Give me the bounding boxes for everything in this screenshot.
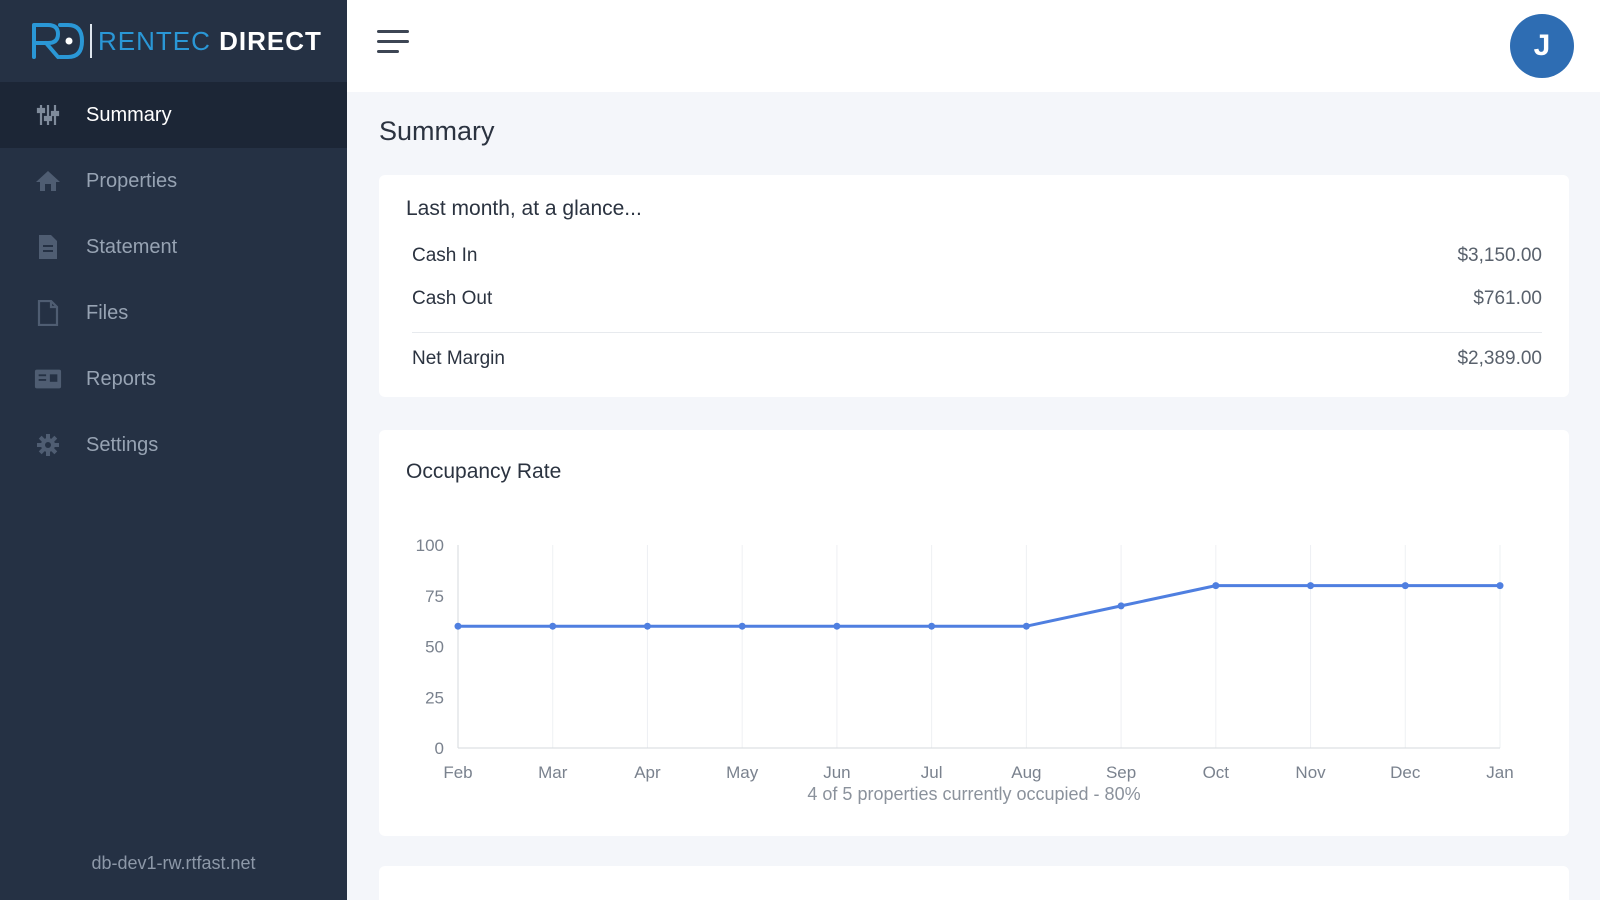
glance-divider <box>412 332 1542 333</box>
glance-value: $3,150.00 <box>1457 245 1542 266</box>
x-tick-label: Jul <box>921 763 943 782</box>
hamburger-menu-icon[interactable] <box>377 30 411 60</box>
data-point <box>928 622 936 630</box>
sidebar-item-settings[interactable]: Settings <box>0 412 347 478</box>
glance-value: $761.00 <box>1473 288 1542 309</box>
glance-row-net-margin: Net Margin $2,389.00 <box>412 348 1542 370</box>
x-tick-label: Jan <box>1486 763 1513 782</box>
occupancy-caption: 4 of 5 properties currently occupied - 8… <box>807 784 1141 804</box>
data-point <box>1117 602 1125 610</box>
brand-part1: RENTEC <box>98 25 211 56</box>
occupancy-series-line <box>458 584 1500 628</box>
x-tick-label: Apr <box>634 763 661 782</box>
sidebar-item-label: Statement <box>86 235 178 258</box>
data-point <box>643 622 651 630</box>
page-title: Summary <box>379 116 495 146</box>
y-tick-label: 25 <box>425 688 444 707</box>
data-point <box>1212 582 1220 590</box>
sidebar-item-label: Files <box>86 301 129 324</box>
user-avatar[interactable]: J <box>1510 14 1574 78</box>
sidebar: RENTEC DIRECT Summary Properties Statem <box>0 0 347 900</box>
occupancy-card: Occupancy Rate 0 25 50 75 100 Feb Mar Apr May Jun… <box>379 430 1569 836</box>
occupancy-title: Occupancy Rate <box>406 460 562 483</box>
brand-logo[interactable]: RENTEC DIRECT <box>0 0 347 82</box>
y-tick-label: 0 <box>435 739 444 758</box>
data-point <box>1307 582 1315 590</box>
sidebar-nav: Summary Properties Statement Files Repor… <box>0 82 347 478</box>
sidebar-item-summary[interactable]: Summary <box>0 82 347 148</box>
gear-icon <box>34 431 62 459</box>
data-point <box>549 622 557 630</box>
brand-wordmark: RENTEC DIRECT <box>98 26 322 57</box>
x-tick-label: Oct <box>1203 763 1230 782</box>
x-tick-label: May <box>726 763 759 782</box>
data-point <box>1022 622 1030 630</box>
data-point <box>454 622 462 630</box>
next-card <box>379 866 1569 900</box>
y-tick-label: 75 <box>425 587 444 606</box>
data-point <box>1496 582 1504 590</box>
y-tick-label: 100 <box>416 536 444 555</box>
brand-part2: DIRECT <box>219 25 322 56</box>
x-tick-label: Aug <box>1011 763 1041 782</box>
sidebar-item-properties[interactable]: Properties <box>0 148 347 214</box>
sidebar-item-label: Properties <box>86 169 178 192</box>
sidebar-item-files[interactable]: Files <box>0 280 347 346</box>
data-point <box>1401 582 1409 590</box>
data-point <box>833 622 841 630</box>
x-tick-label: Dec <box>1390 763 1421 782</box>
sidebar-item-label: Reports <box>86 367 157 390</box>
glance-label: Net Margin <box>412 348 505 369</box>
brand-separator <box>90 24 92 58</box>
x-tick-label: Sep <box>1106 763 1136 782</box>
glance-label: Cash In <box>412 245 478 266</box>
sidebar-item-label: Summary <box>86 103 172 126</box>
top-bar: J <box>347 0 1600 92</box>
file-icon <box>34 299 62 327</box>
glance-row-cash-out: Cash Out $761.00 <box>412 288 1542 310</box>
x-tick-label: Nov <box>1295 763 1326 782</box>
y-tick-label: 50 <box>425 638 444 657</box>
x-tick-label: Feb <box>443 763 472 782</box>
reports-icon <box>34 365 62 393</box>
sidebar-item-statement[interactable]: Statement <box>0 214 347 280</box>
home-icon <box>34 167 62 195</box>
data-point <box>738 622 746 630</box>
glance-label: Cash Out <box>412 288 493 309</box>
document-icon <box>34 233 62 261</box>
glance-title: Last month, at a glance... <box>406 197 642 220</box>
rd-logo-icon <box>30 21 84 61</box>
sidebar-item-reports[interactable]: Reports <box>0 346 347 412</box>
occupancy-chart: 0 25 50 75 100 Feb Mar Apr May Jun Jul Aug Sep Oct Nov… <box>416 536 1514 782</box>
x-tick-label: Jun <box>823 763 850 782</box>
sliders-icon <box>34 101 62 129</box>
glance-row-cash-in: Cash In $3,150.00 <box>412 245 1542 267</box>
glance-value: $2,389.00 <box>1457 348 1542 369</box>
server-host-label: db-dev1-rw.rtfast.net <box>91 853 256 873</box>
x-tick-label: Mar <box>538 763 568 782</box>
sidebar-item-label: Settings <box>86 433 159 456</box>
glance-card: Last month, at a glance... Cash In $3,15… <box>379 175 1569 397</box>
